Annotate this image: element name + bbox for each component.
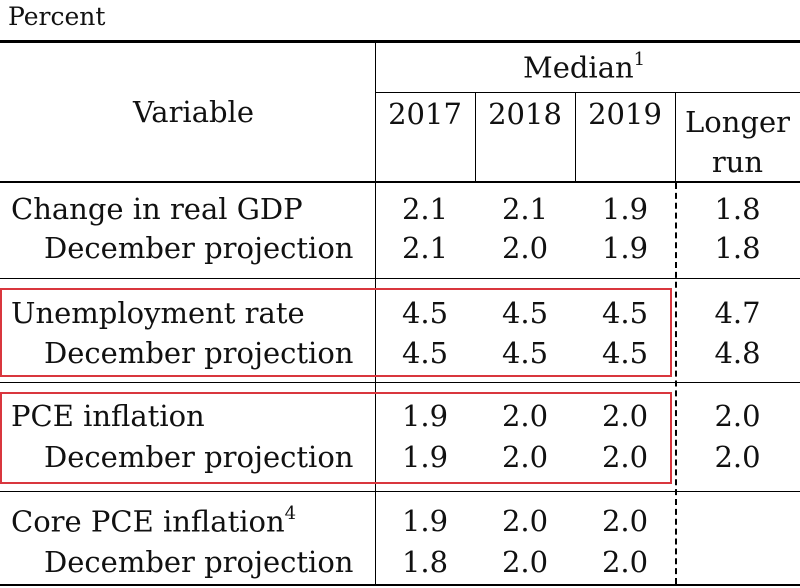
cell-unemp-2018: 4.5 [501, 296, 549, 330]
cell-gdp-dec-2019: 1.9 [601, 231, 649, 265]
cell-pce-2019: 2.0 [601, 399, 649, 433]
cell-pce-longer: 2.0 [714, 399, 761, 433]
median-footnote: 1 [633, 49, 646, 70]
cell-unemp-dec-longer: 4.8 [714, 336, 761, 370]
year-header-2019: 2019 [588, 97, 662, 131]
row-separator-3 [0, 491, 800, 492]
cell-gdp-dec-longer: 1.8 [714, 231, 761, 265]
year-header-2018: 2018 [488, 97, 562, 131]
cell-gdp-2018: 2.1 [501, 192, 549, 226]
cell-core-2018: 2.0 [501, 504, 549, 538]
longer-run-header-line2: run [711, 145, 764, 179]
median-underline [375, 92, 800, 93]
cell-core-2019: 2.0 [601, 504, 649, 538]
row-sublabel-core-pce: December projection [44, 545, 354, 579]
row-sublabel-unemployment: December projection [44, 336, 354, 370]
unit-label: Percent [8, 2, 106, 31]
cell-gdp-dec-2017: 2.1 [401, 231, 449, 265]
cell-gdp-dec-2018: 2.0 [501, 231, 549, 265]
row-separator-2 [0, 382, 800, 383]
row-label-gdp: Change in real GDP [11, 192, 303, 226]
longer-run-dashed-divider [675, 183, 677, 584]
cell-core-2017: 1.9 [401, 504, 449, 538]
row-label-core-pce: Core PCE inflation4 [11, 504, 296, 539]
year-divider-2 [575, 92, 576, 181]
cell-pce-dec-longer: 2.0 [714, 440, 761, 474]
cell-unemp-dec-2018: 4.5 [501, 336, 549, 370]
core-pce-footnote: 4 [284, 503, 297, 524]
row-label-pce: PCE inflation [11, 399, 205, 433]
header-bottom-rule [0, 181, 800, 183]
row-sublabel-pce: December projection [44, 440, 354, 474]
variable-column-divider [375, 43, 376, 584]
cell-gdp-2017: 2.1 [401, 192, 449, 226]
year-header-2017: 2017 [388, 97, 462, 131]
year-divider-3 [675, 92, 676, 181]
row-separator-1 [0, 278, 800, 279]
cell-gdp-longer: 1.8 [714, 192, 761, 226]
core-pce-text: Core PCE inflation [11, 504, 285, 539]
cell-pce-2018: 2.0 [501, 399, 549, 433]
cell-core-dec-2017: 1.8 [401, 545, 449, 579]
highlight-box-unemployment [0, 288, 672, 377]
row-sublabel-gdp: December projection [44, 231, 354, 265]
bottom-rule [0, 584, 800, 586]
highlight-box-pce [0, 392, 672, 484]
cell-unemp-dec-2019: 4.5 [601, 336, 649, 370]
variable-header: Variable [133, 95, 254, 129]
cell-unemp-longer: 4.7 [714, 296, 761, 330]
cell-pce-dec-2018: 2.0 [501, 440, 549, 474]
row-label-unemployment: Unemployment rate [11, 296, 305, 330]
year-divider-1 [475, 92, 476, 181]
cell-unemp-2017: 4.5 [401, 296, 449, 330]
median-text: Median [523, 50, 634, 85]
cell-unemp-dec-2017: 4.5 [401, 336, 449, 370]
cell-pce-dec-2017: 1.9 [401, 440, 449, 474]
cell-core-dec-2019: 2.0 [601, 545, 649, 579]
cell-pce-2017: 1.9 [401, 399, 449, 433]
median-header: Median1 [523, 50, 645, 85]
cell-unemp-2019: 4.5 [601, 296, 649, 330]
longer-run-header-line1: Longer [685, 105, 790, 139]
cell-core-dec-2018: 2.0 [501, 545, 549, 579]
cell-pce-dec-2019: 2.0 [601, 440, 649, 474]
top-rule [0, 40, 800, 43]
cell-gdp-2019: 1.9 [601, 192, 649, 226]
